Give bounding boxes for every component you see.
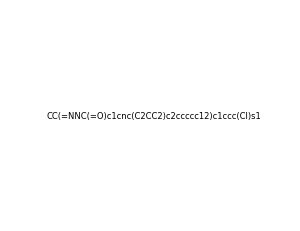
Text: CC(=NNC(=O)c1cnc(C2CC2)c2ccccc12)c1ccc(Cl)s1: CC(=NNC(=O)c1cnc(C2CC2)c2ccccc12)c1ccc(C… [46, 112, 261, 121]
